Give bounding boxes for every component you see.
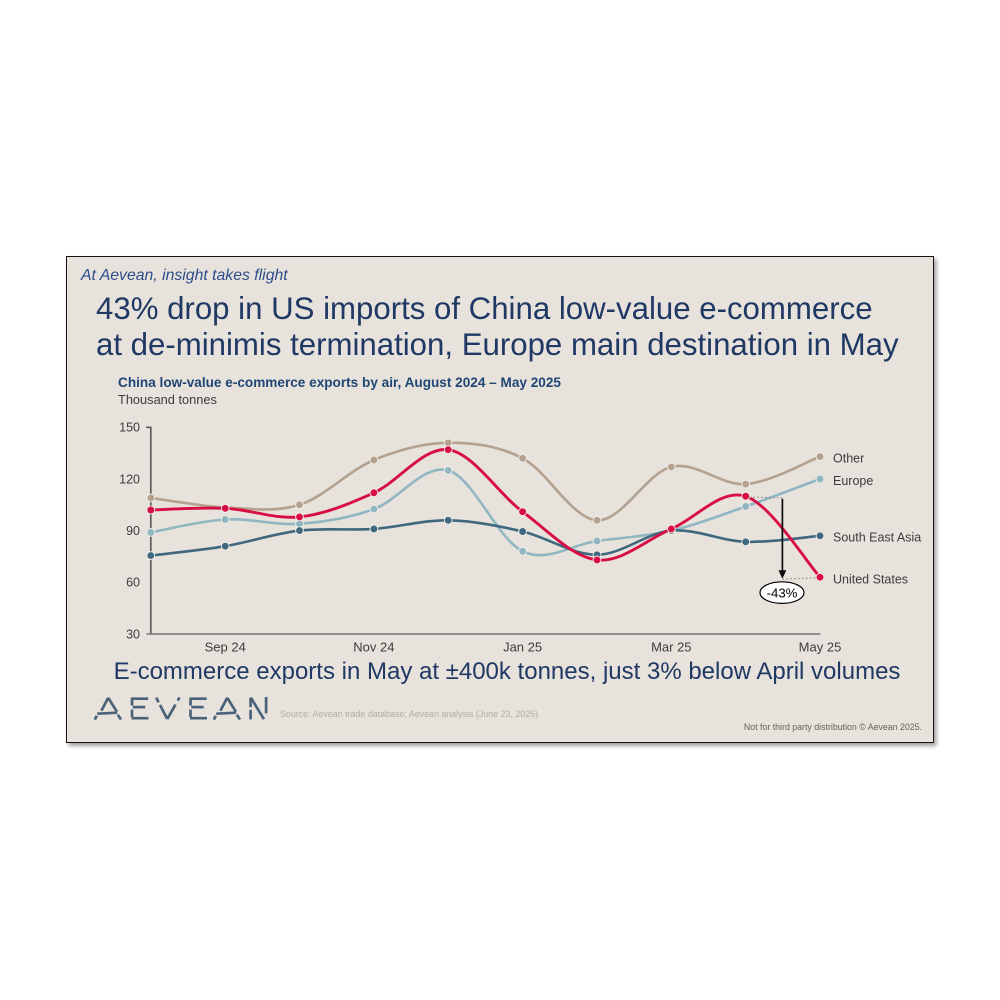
svg-text:Sep 24: Sep 24 <box>205 640 246 655</box>
svg-text:Nov 24: Nov 24 <box>353 640 394 655</box>
svg-text:United States: United States <box>833 573 908 587</box>
svg-text:150: 150 <box>119 421 140 435</box>
svg-text:60: 60 <box>126 576 140 590</box>
svg-text:120: 120 <box>119 472 140 486</box>
svg-text:30: 30 <box>126 627 140 641</box>
svg-text:May 25: May 25 <box>799 640 842 655</box>
svg-text:Jan 25: Jan 25 <box>503 640 542 655</box>
svg-text:90: 90 <box>126 524 140 538</box>
svg-text:-43%: -43% <box>767 585 798 600</box>
svg-text:Mar 25: Mar 25 <box>651 640 691 655</box>
svg-text:Other: Other <box>833 452 864 466</box>
svg-text:South East Asia: South East Asia <box>833 531 921 545</box>
svg-text:Europe: Europe <box>833 474 873 488</box>
